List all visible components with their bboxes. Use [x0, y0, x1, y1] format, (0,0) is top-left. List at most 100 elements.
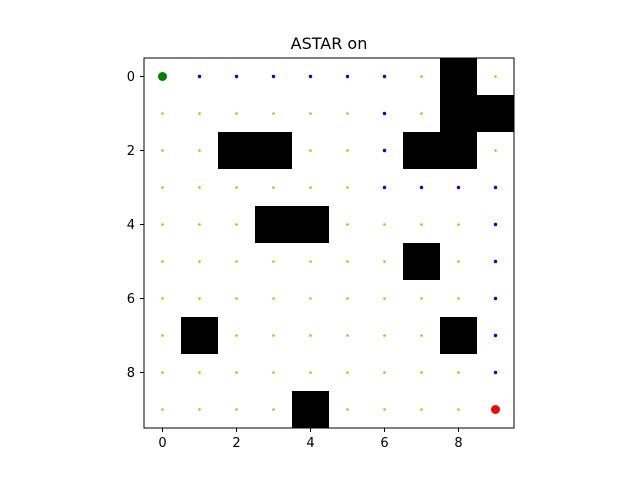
free-point	[235, 223, 238, 226]
obstacle-cell	[292, 391, 329, 428]
free-point	[161, 408, 164, 411]
free-point	[457, 371, 460, 374]
free-point	[346, 371, 349, 374]
x-tick-label: 2	[232, 436, 240, 451]
plot-frame	[143, 57, 515, 429]
obstacle-cell	[403, 132, 440, 169]
free-point	[383, 334, 386, 337]
start-point	[158, 72, 167, 81]
free-point	[161, 149, 164, 152]
x-tick-label: 0	[158, 436, 166, 451]
free-point	[161, 260, 164, 263]
free-point	[235, 408, 238, 411]
points-layer	[158, 72, 500, 414]
free-point	[198, 297, 201, 300]
goal-point	[491, 405, 500, 414]
path-point	[308, 74, 313, 79]
free-point	[457, 223, 460, 226]
obstacle-cell	[440, 58, 477, 95]
free-point	[383, 371, 386, 374]
obstacle-cell	[255, 132, 292, 169]
free-point	[198, 260, 201, 263]
y-tick-label: 6	[127, 292, 135, 307]
free-point	[161, 334, 164, 337]
free-point	[457, 260, 460, 263]
path-point	[345, 74, 350, 79]
path-point	[493, 333, 498, 338]
free-point	[457, 408, 460, 411]
y-tick-label: 2	[127, 144, 135, 159]
free-point	[309, 186, 312, 189]
free-point	[272, 260, 275, 263]
path-point	[493, 185, 498, 190]
obstacle-cell	[403, 243, 440, 280]
free-point	[198, 408, 201, 411]
free-point	[494, 149, 497, 152]
free-point	[235, 186, 238, 189]
free-point	[272, 186, 275, 189]
path-point	[197, 74, 202, 79]
free-point	[198, 186, 201, 189]
free-point	[198, 149, 201, 152]
path-point	[493, 370, 498, 375]
free-point	[309, 260, 312, 263]
free-point	[161, 186, 164, 189]
free-point	[420, 334, 423, 337]
cells-layer	[181, 58, 514, 428]
free-point	[346, 186, 349, 189]
free-point	[309, 149, 312, 152]
x-ticks: 0 2 4 6 8	[158, 428, 463, 451]
free-point	[383, 223, 386, 226]
free-point	[235, 297, 238, 300]
free-point	[346, 334, 349, 337]
free-point	[309, 334, 312, 337]
obstacle-cell	[440, 317, 477, 354]
path-point	[493, 259, 498, 264]
obstacle-cell	[440, 95, 477, 132]
free-point	[161, 223, 164, 226]
free-point	[346, 112, 349, 115]
free-point	[420, 297, 423, 300]
free-point	[420, 371, 423, 374]
path-point	[382, 111, 387, 116]
path-point	[382, 148, 387, 153]
path-point	[382, 185, 387, 190]
free-point	[309, 297, 312, 300]
free-point	[383, 297, 386, 300]
path-point	[456, 185, 461, 190]
x-tick-label: 4	[306, 436, 314, 451]
free-point	[198, 223, 201, 226]
x-tick-label: 8	[454, 436, 462, 451]
path-point	[234, 74, 239, 79]
free-point	[346, 149, 349, 152]
free-point	[235, 260, 238, 263]
y-tick-label: 4	[127, 218, 135, 233]
free-point	[272, 408, 275, 411]
free-point	[198, 371, 201, 374]
free-point	[198, 112, 201, 115]
path-point	[493, 296, 498, 301]
path-point	[419, 185, 424, 190]
obstacle-cell	[477, 95, 514, 132]
free-point	[420, 75, 423, 78]
free-point	[272, 371, 275, 374]
obstacle-cell	[218, 132, 255, 169]
obstacle-cell	[292, 206, 329, 243]
free-point	[420, 112, 423, 115]
free-point	[457, 297, 460, 300]
free-point	[272, 112, 275, 115]
free-point	[235, 371, 238, 374]
free-point	[383, 260, 386, 263]
obstacle-cell	[181, 317, 218, 354]
path-point	[493, 222, 498, 227]
free-point	[309, 371, 312, 374]
free-point	[161, 112, 164, 115]
y-tick-label: 0	[127, 70, 135, 85]
free-point	[235, 334, 238, 337]
y-tick-label: 8	[127, 366, 135, 381]
y-ticks: 0 2 4 6 8	[127, 70, 144, 381]
obstacle-cell	[255, 206, 292, 243]
free-point	[272, 334, 275, 337]
path-point	[382, 74, 387, 79]
